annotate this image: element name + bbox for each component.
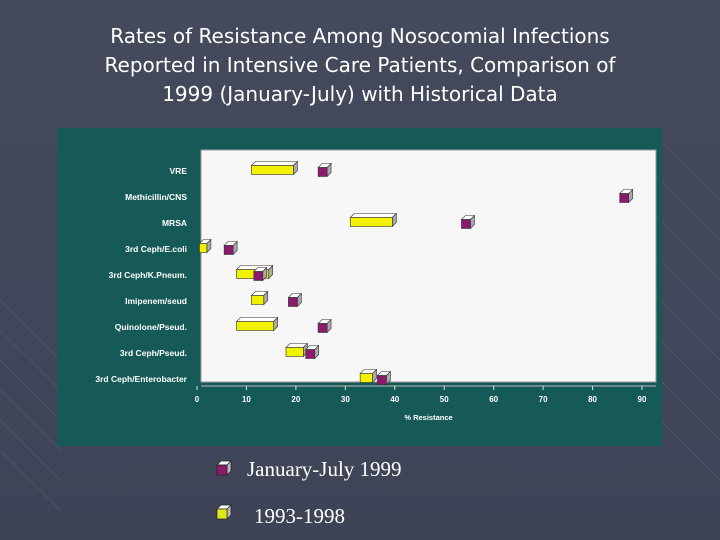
bar-1999-3: [460, 214, 476, 230]
legend-label-historical: 1993-1998: [254, 504, 345, 528]
bar-historical-6: [250, 290, 269, 306]
bar-1999-4: [223, 240, 238, 256]
legend-icon-1999: [216, 460, 232, 476]
bar-historical-4: [198, 238, 212, 254]
bar-1999-2: [618, 188, 634, 204]
x-axis-label: % Resistance: [404, 413, 452, 422]
category-label-6: Imipenem/seud: [125, 296, 187, 306]
x-tick-label-80: 80: [588, 395, 597, 404]
title-line-3: 1999 (January-July) with Historical Data: [162, 82, 558, 106]
x-tick-label-10: 10: [242, 395, 251, 404]
bar-1999-9: [376, 370, 392, 386]
legend-label-1999: January-July 1999: [247, 457, 402, 481]
chart-title: Rates of Resistance Among Nosocomial Inf…: [60, 22, 660, 109]
chart-panel: 0 10 20 30 40 50 60 70 80 90 % Resistance VRE Methic…: [57, 128, 662, 446]
category-label-5: 3rd Ceph/K.Pneum.: [109, 270, 187, 280]
x-tick-label-60: 60: [489, 395, 498, 404]
title-line-1: Rates of Resistance Among Nosocomial Inf…: [110, 24, 610, 48]
x-tick-label-40: 40: [390, 395, 399, 404]
bar-1999-6: [287, 292, 303, 308]
x-tick-label-50: 50: [440, 395, 449, 404]
category-label-1: VRE: [170, 166, 188, 176]
x-tick-label-20: 20: [291, 395, 300, 404]
category-label-9: 3rd Ceph/Enterobacter: [95, 374, 187, 384]
category-label-4: 3rd Ceph/E.coli: [125, 244, 187, 254]
plot-area: [200, 149, 657, 383]
bar-1999-5: [253, 266, 268, 282]
x-tick-label-30: 30: [341, 395, 350, 404]
x-tick-label-90: 90: [638, 395, 647, 404]
bar-1999-8: [304, 344, 320, 360]
bar-historical-7: [235, 316, 279, 332]
bar-1999-1: [317, 162, 332, 178]
title-line-2: Reported in Intensive Care Patients, Com…: [104, 53, 616, 77]
x-tick-label-0: 0: [195, 395, 200, 404]
category-label-7: Quinolone/Pseud.: [115, 322, 187, 332]
bar-historical-8: [285, 342, 309, 358]
bar-historical-9: [359, 368, 378, 384]
category-label-2: Methicillin/CNS: [125, 192, 187, 202]
bar-historical-3: [349, 212, 398, 228]
bar-1999-7: [317, 318, 332, 334]
category-label-8: 3rd Ceph/Pseud.: [120, 348, 187, 358]
bar-historical-1: [250, 160, 299, 176]
x-tick-label-70: 70: [539, 395, 548, 404]
bar-chart: 0 10 20 30 40 50 60 70 80 90 % Resistance VRE Methic…: [95, 149, 657, 422]
legend-icon-historical: [216, 504, 232, 520]
category-label-3: MRSA: [162, 218, 187, 228]
